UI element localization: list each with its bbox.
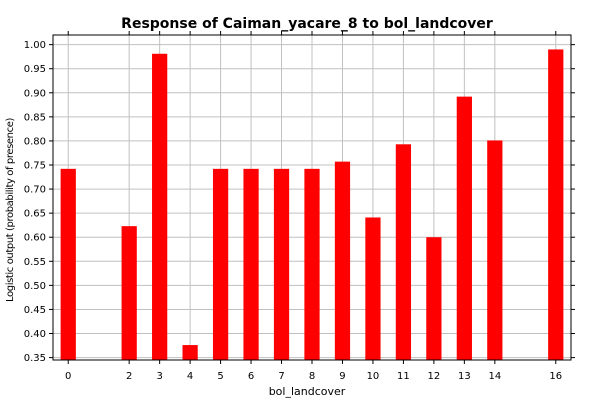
y-tick-label: 0.50: [24, 281, 46, 292]
y-tick-label: 0.60: [24, 233, 46, 244]
x-tick-label: 8: [309, 371, 315, 382]
x-tick-label: 11: [397, 371, 410, 382]
bar: [304, 168, 320, 360]
y-tick-label: 0.40: [24, 329, 46, 340]
x-tick-label: 13: [458, 371, 471, 382]
x-tick-label: 10: [367, 371, 380, 382]
bar: [334, 161, 351, 360]
bar: [60, 168, 76, 360]
bar: [426, 237, 442, 360]
x-tick-label: 16: [549, 371, 562, 382]
bar: [243, 168, 259, 360]
x-tick-label: 0: [65, 371, 71, 382]
y-tick-label: 0.85: [24, 112, 46, 123]
bar: [152, 53, 168, 361]
y-tick-label: 0.65: [24, 209, 46, 220]
bar: [456, 96, 472, 360]
y-tick-label: 0.45: [24, 305, 46, 316]
chart-title: Response of Caiman_yacare_8 to bol_landc…: [121, 16, 493, 32]
y-tick-label: 0.95: [24, 64, 46, 75]
bar: [487, 140, 503, 360]
y-axis: 0.35 0.40 0.45 0.50 0.55 0.60 0.65 0.70 0.75 0.80…: [24, 40, 575, 364]
x-tick-label: 5: [217, 371, 223, 382]
y-tick-label: 1.00: [24, 40, 46, 51]
x-axis-label: bol_landcover: [269, 385, 346, 398]
x-tick-label: 6: [248, 371, 254, 382]
bar: [212, 168, 229, 360]
y-tick-label: 0.80: [24, 136, 46, 147]
bar: [365, 217, 381, 360]
bar: [182, 345, 198, 360]
bar: [395, 144, 412, 360]
x-tick-label: 4: [187, 371, 193, 382]
y-tick-label: 0.55: [24, 257, 46, 268]
x-axis: 0 2 3 4 5 6 7 8 9 10 11 12 13 14 16: [65, 31, 562, 382]
x-tick-label: 9: [339, 371, 345, 382]
y-tick-label: 0.70: [24, 185, 46, 196]
bar: [121, 226, 137, 360]
y-axis-label: Logistic output (probability of presence…: [5, 118, 16, 302]
y-tick-label: 0.35: [24, 353, 46, 364]
x-tick-label: 2: [126, 371, 132, 382]
bar: [273, 168, 290, 360]
x-tick-label: 14: [488, 371, 501, 382]
bar: [548, 49, 564, 360]
x-tick-label: 12: [428, 371, 441, 382]
x-tick-label: 3: [156, 371, 162, 382]
y-tick-label: 0.75: [24, 161, 46, 172]
bars: [60, 49, 564, 361]
y-tick-label: 0.90: [24, 88, 46, 99]
x-tick-label: 7: [278, 371, 284, 382]
